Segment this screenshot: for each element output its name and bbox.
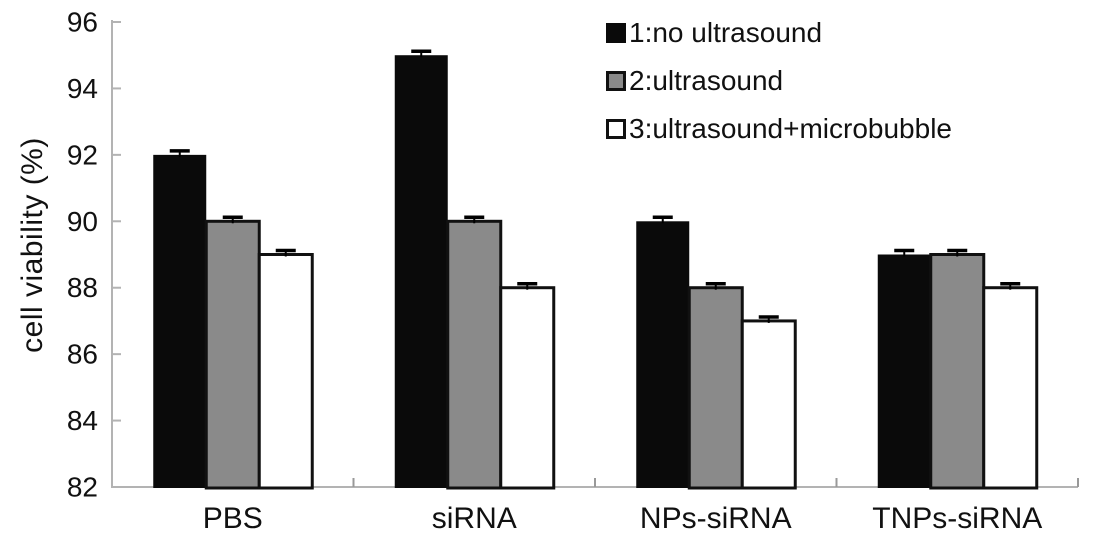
x-category-label: NPs-siRNA bbox=[640, 502, 792, 535]
legend-label: 1:no ultrasound bbox=[629, 17, 823, 48]
x-category-label: TNPs-siRNA bbox=[872, 502, 1042, 535]
legend-marker-icon bbox=[606, 119, 626, 139]
bar-sirna-s2 bbox=[446, 219, 503, 490]
bar-nps-sirna-s2 bbox=[687, 286, 744, 490]
y-tick-label: 88 bbox=[67, 272, 98, 303]
legend-marker-icon bbox=[606, 23, 626, 43]
y-tick-label: 96 bbox=[67, 7, 98, 38]
bar-pbs-s3 bbox=[257, 253, 314, 490]
bar-pbs-s1 bbox=[153, 154, 207, 488]
legend-marker-icon bbox=[606, 71, 626, 91]
y-tick-label: 94 bbox=[67, 73, 98, 104]
y-tick-label: 90 bbox=[67, 206, 98, 237]
bar-tnps-sirna-s1 bbox=[877, 254, 931, 488]
legend-item: 3:ultrasound+microbubble bbox=[606, 110, 952, 148]
x-category-label: siRNA bbox=[432, 502, 517, 535]
bar-tnps-sirna-s3 bbox=[982, 286, 1039, 490]
bar-sirna-s1 bbox=[394, 55, 448, 488]
y-tick-label: 84 bbox=[67, 405, 98, 436]
legend: 1:no ultrasound 2:ultrasound 3:ultrasound+… bbox=[606, 14, 952, 158]
legend-label: 3:ultrasound+microbubble bbox=[629, 113, 952, 144]
bar-pbs-s2 bbox=[204, 219, 261, 490]
x-category-label: PBS bbox=[203, 502, 263, 535]
y-tick-label: 86 bbox=[67, 339, 98, 370]
legend-item: 1:no ultrasound bbox=[606, 14, 952, 52]
bar-tnps-sirna-s2 bbox=[929, 253, 986, 490]
bar-nps-sirna-s1 bbox=[636, 221, 690, 489]
y-tick-label: 82 bbox=[67, 472, 98, 503]
legend-label: 2:ultrasound bbox=[629, 65, 784, 96]
bar-sirna-s3 bbox=[499, 286, 556, 490]
bar-nps-sirna-s3 bbox=[740, 319, 797, 490]
legend-item: 2:ultrasound bbox=[606, 62, 952, 100]
y-tick-label: 92 bbox=[67, 139, 98, 170]
y-axis-label: cell viability (%) bbox=[16, 137, 49, 353]
